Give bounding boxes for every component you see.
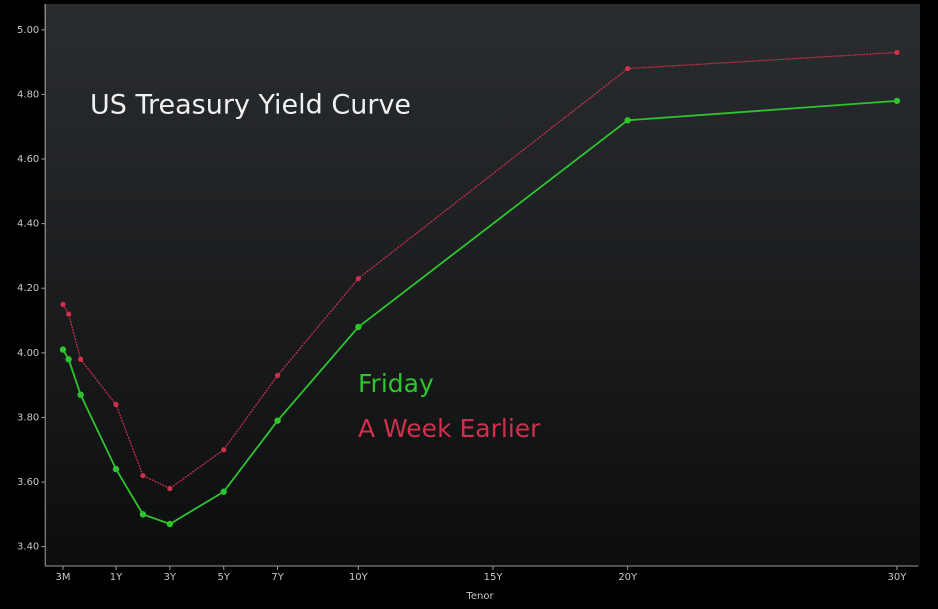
point: [140, 472, 146, 479]
point: [894, 49, 900, 56]
x-tick-label: 5Y: [217, 572, 230, 583]
x-tick-label: 3Y: [164, 572, 177, 583]
point: [66, 311, 72, 317]
point: [355, 323, 362, 331]
point: [65, 356, 72, 363]
point: [167, 485, 173, 492]
point: [113, 401, 119, 408]
point: [139, 511, 147, 518]
point: [221, 447, 227, 453]
y-tick-label: 4.00: [17, 348, 39, 359]
chart-title: US Treasury Yield Curve: [90, 90, 411, 121]
x-tick-label: 10Y: [349, 572, 369, 583]
y-tick-label: 4.80: [17, 89, 39, 100]
point: [112, 465, 120, 473]
point: [355, 275, 361, 282]
point: [893, 97, 901, 105]
x-tick-label: 20Y: [618, 572, 638, 583]
point: [624, 117, 631, 124]
point: [625, 65, 631, 72]
x-tick-label: 7Y: [271, 572, 284, 583]
point: [220, 488, 227, 495]
y-tick-label: 4.40: [17, 219, 39, 230]
point: [60, 301, 66, 307]
y-tick-label: 4.60: [17, 154, 39, 165]
point: [166, 520, 174, 528]
series-line: [62, 51, 898, 490]
legend-entry: Friday: [358, 369, 434, 398]
y-tick-label: 3.80: [17, 412, 39, 423]
y-tick-label: 4.20: [17, 283, 39, 294]
x-tick-label: 15Y: [484, 572, 504, 583]
legend-entry: A Week Earlier: [358, 414, 541, 443]
point: [59, 346, 67, 353]
x-tick-label: 1Y: [110, 572, 123, 583]
point: [274, 372, 281, 379]
x-tick-label: 3M: [55, 572, 70, 583]
x-tick-label: 30Y: [888, 572, 908, 583]
point: [78, 356, 84, 362]
y-tick-label: 3.40: [17, 542, 39, 553]
point: [274, 417, 281, 424]
y-tick-label: 5.00: [17, 25, 39, 36]
plot-area: [44, 4, 920, 566]
x-axis-label: Tenor: [465, 591, 494, 602]
point: [77, 391, 84, 399]
y-tick-label: 3.60: [17, 477, 39, 488]
